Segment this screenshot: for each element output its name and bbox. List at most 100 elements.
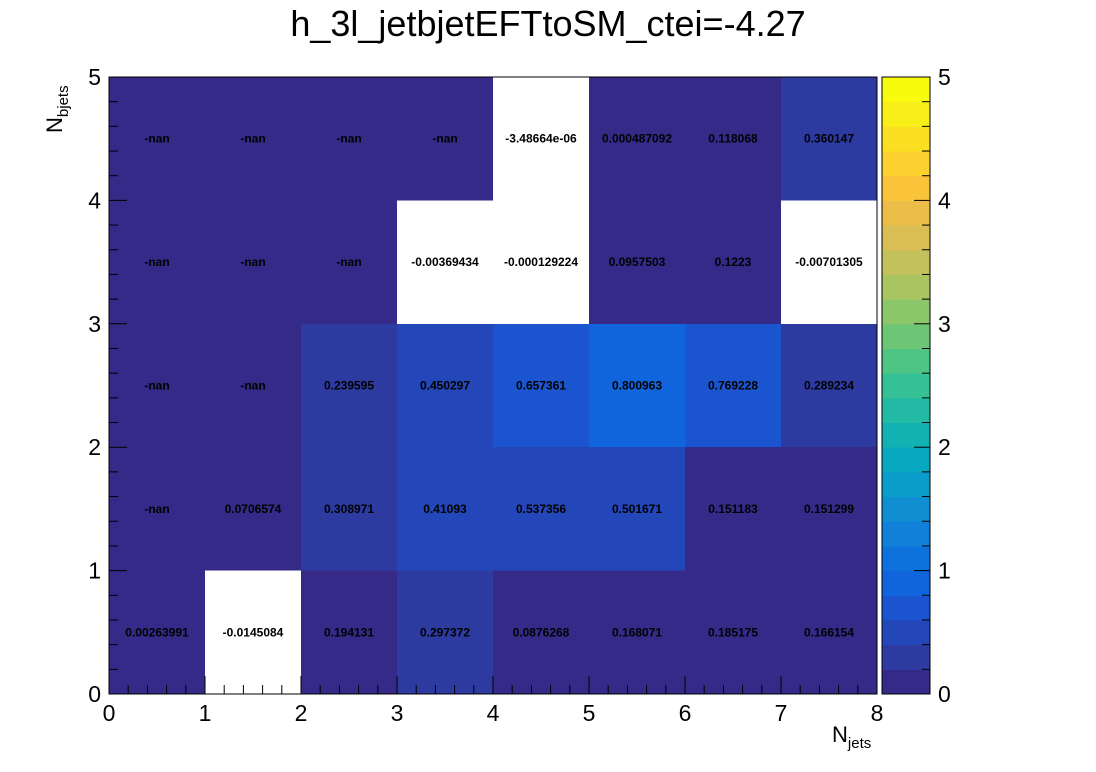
heatmap-cell-labels: 0.00263991 -0.0145084 0.194131 0.297372 0.08… xyxy=(125,132,863,640)
color-scale-swatch xyxy=(882,669,930,695)
heatmap-cell xyxy=(685,77,781,201)
y-axis: 0 1 2 3 4 5 xyxy=(88,64,127,707)
heatmap-cell xyxy=(685,200,781,324)
y-tick-label: 0 xyxy=(88,681,101,707)
heatmap-cell xyxy=(589,323,685,448)
color-scale-swatch xyxy=(882,447,930,473)
cell-value-label: 0.00263991 xyxy=(125,625,189,639)
cell-value-label: 0.194131 xyxy=(324,625,374,639)
heatmap-cell xyxy=(781,447,877,571)
heatmap-cell xyxy=(781,200,877,324)
x-axis-label: Njets xyxy=(832,722,871,752)
color-scale-swatch xyxy=(882,373,930,399)
heatmap-cell xyxy=(589,570,685,694)
heatmap-cell xyxy=(109,323,205,448)
cell-value-label: 0.450297 xyxy=(420,379,470,393)
heatmap-cell xyxy=(109,570,205,694)
heatmap-cell xyxy=(301,77,397,201)
color-scale-swatch xyxy=(882,644,930,670)
x-tick-label: 6 xyxy=(679,700,692,726)
y-tick-label: 4 xyxy=(88,187,101,213)
heatmap-cell xyxy=(589,200,685,324)
heatmap-cell xyxy=(493,570,589,694)
cell-value-label: 0.0957503 xyxy=(609,255,666,269)
cell-value-label: -nan xyxy=(144,132,169,146)
heatmap-cell xyxy=(397,200,493,324)
x-axis-label-sub: jets xyxy=(847,735,871,752)
color-scale-swatch xyxy=(882,274,930,300)
cell-value-label: -nan xyxy=(336,132,361,146)
heatmap-cell xyxy=(301,570,397,694)
cell-value-label: 0.0876268 xyxy=(513,625,570,639)
cell-value-label: 0.289234 xyxy=(804,379,854,393)
cell-value-label: 0.657361 xyxy=(516,379,566,393)
cell-value-label: -nan xyxy=(144,502,169,516)
color-scale-swatch xyxy=(882,422,930,448)
heatmap-cell xyxy=(301,447,397,571)
color-scale-swatch xyxy=(882,101,930,127)
color-scale-frame xyxy=(881,76,931,695)
heatmap-cell xyxy=(397,570,493,694)
color-scale-bar xyxy=(881,76,931,695)
heatmap-cell xyxy=(685,323,781,448)
cell-value-label: -nan xyxy=(336,255,361,269)
x-tick-label: 8 xyxy=(871,700,884,726)
heatmap-cell xyxy=(397,447,493,571)
color-scale-swatch xyxy=(882,471,930,498)
heatmap-cell xyxy=(205,200,301,324)
heatmap-cell xyxy=(781,77,877,201)
cell-value-label: -nan xyxy=(240,132,265,146)
color-scale-tick-label: 4 xyxy=(938,187,951,213)
y-tick-label: 3 xyxy=(88,311,101,337)
x-axis: 0 1 2 3 4 5 6 7 8 xyxy=(103,676,884,726)
color-scale-tick-label: 5 xyxy=(938,64,951,90)
color-scale-swatch xyxy=(882,521,930,547)
x-tick-label: 5 xyxy=(583,700,596,726)
color-scale-swatch xyxy=(882,200,930,226)
heatmap-cell xyxy=(493,323,589,448)
cell-value-label: 0.537356 xyxy=(516,502,566,516)
color-scale-swatch xyxy=(882,126,930,152)
cell-value-label: -nan xyxy=(144,379,169,393)
cell-value-label: 0.0706574 xyxy=(225,502,282,516)
heatmap-cell xyxy=(397,323,493,448)
color-scale-swatch xyxy=(882,323,930,349)
cell-value-label: 0.1223 xyxy=(715,255,752,269)
cell-value-label: 0.501671 xyxy=(612,502,662,516)
cell-value-label: -0.0145084 xyxy=(223,625,284,639)
chart-title: h_3l_jetbjetEFTtoSM_ctei=-4.27 xyxy=(290,3,805,44)
x-tick-label: 2 xyxy=(295,700,308,726)
color-scale-tick-label: 3 xyxy=(938,311,951,337)
cell-value-label: 0.168071 xyxy=(612,625,662,639)
color-scale-swatch xyxy=(882,249,930,275)
x-tick-label: 0 xyxy=(103,700,116,726)
cell-value-label: 0.769228 xyxy=(708,379,758,393)
heatmap-cell xyxy=(781,570,877,694)
cell-value-label: -nan xyxy=(144,255,169,269)
color-scale-swatch xyxy=(882,175,930,201)
cell-value-label: -3.48664e-06 xyxy=(505,132,577,146)
cell-value-label: -nan xyxy=(432,132,457,146)
x-tick-label: 7 xyxy=(775,700,788,726)
y-tick-label: 5 xyxy=(88,64,101,90)
cell-value-label: -nan xyxy=(240,379,265,393)
heatmap-cell xyxy=(301,323,397,448)
heatmap-cell xyxy=(205,570,301,694)
heatmap-cell xyxy=(589,77,685,201)
heatmap-cell xyxy=(301,200,397,324)
x-tick-label: 4 xyxy=(487,700,500,726)
color-scale-swatch xyxy=(882,151,930,177)
cell-value-label: 0.000487092 xyxy=(602,132,672,146)
cell-value-label: 0.239595 xyxy=(324,379,374,393)
color-scale-tick-label: 2 xyxy=(938,434,951,460)
cell-value-label: 0.166154 xyxy=(804,625,854,639)
color-scale-swatch xyxy=(882,545,930,572)
heatmap-cell xyxy=(781,323,877,448)
heatmap-cell xyxy=(493,447,589,571)
heatmap-cell xyxy=(109,200,205,324)
cell-value-label: -0.00701305 xyxy=(795,255,863,269)
x-tick-label: 1 xyxy=(199,700,212,726)
cell-value-label: 0.800963 xyxy=(612,379,662,393)
cell-value-label: 0.185175 xyxy=(708,625,758,639)
